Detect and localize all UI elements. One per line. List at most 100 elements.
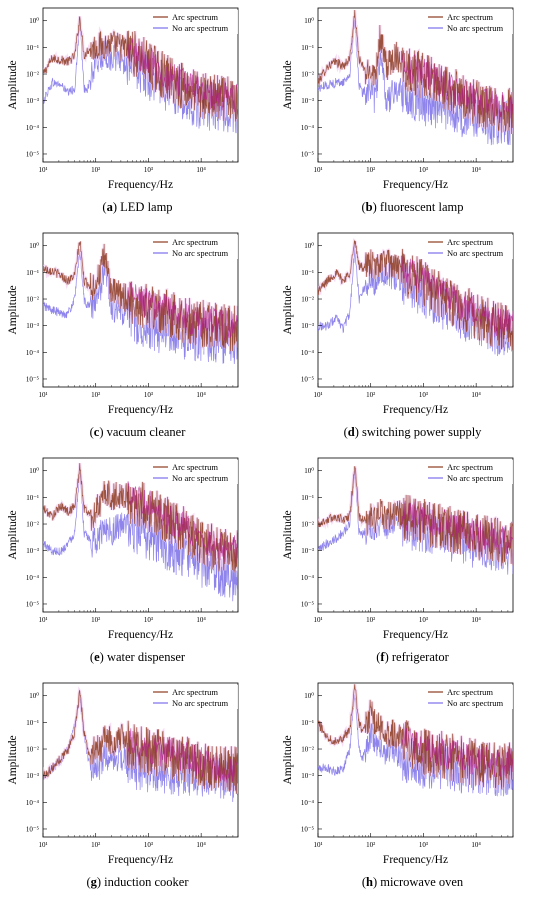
panel-caption-text: refrigerator <box>388 650 449 664</box>
panel-label: b <box>365 200 373 214</box>
y-axis-label: Amplitude <box>282 60 294 109</box>
panel-caption: (b) fluorescent lamp <box>361 200 464 214</box>
x-tick-label: 10¹ <box>38 391 47 399</box>
panel-label: f <box>380 650 385 664</box>
panel-label: h <box>365 875 373 889</box>
x-tick-label: 10⁴ <box>471 841 481 849</box>
x-axis-label: Frequency/Hz <box>383 179 448 191</box>
y-axis-label: Amplitude <box>7 510 19 559</box>
x-tick-label: 10³ <box>419 166 428 174</box>
y-tick-label: 10⁰ <box>304 17 314 25</box>
x-axis-label: Frequency/Hz <box>108 179 173 191</box>
y-tick-label: 10⁻¹ <box>301 494 314 502</box>
y-tick-label: 10⁻³ <box>301 547 314 555</box>
y-tick-label: 10⁻⁴ <box>26 349 40 357</box>
panel-label: c <box>93 425 100 439</box>
x-tick-label: 10⁴ <box>196 616 206 624</box>
x-tick-label: 10¹ <box>313 166 322 174</box>
y-tick-label: 10⁰ <box>304 242 314 250</box>
y-tick-label: 10⁻¹ <box>26 44 39 52</box>
y-tick-label: 10⁻² <box>26 71 39 79</box>
legend-entry: Arc spectrum <box>447 687 493 697</box>
chart-panel: 10¹ 10² 10³ 10⁴ 10⁰ 10⁻¹ 10⁻² 10⁻³ 10⁻⁴ 10⁻⁵ Frequ… <box>0 675 275 900</box>
y-axis-label: Amplitude <box>282 735 294 784</box>
panel-caption-text: induction cooker <box>101 875 189 889</box>
y-tick-label: 10⁻⁵ <box>26 375 40 383</box>
panel-caption: (c) vacuum cleaner <box>89 425 186 439</box>
y-tick-label: 10⁻⁵ <box>301 375 315 383</box>
arc-spectrum-line <box>318 240 513 351</box>
y-axis-label: Amplitude <box>7 60 19 109</box>
x-tick-label: 10³ <box>419 391 428 399</box>
x-tick-label: 10² <box>366 391 375 399</box>
x-axis-label: Frequency/Hz <box>108 854 173 866</box>
y-tick-label: 10⁻¹ <box>26 269 39 277</box>
panel-caption-text: vacuum cleaner <box>103 425 186 439</box>
y-tick-label: 10⁻³ <box>26 547 39 555</box>
spectrum-plot: 10¹ 10² 10³ 10⁴ 10⁰ 10⁻¹ 10⁻² 10⁻³ 10⁻⁴ 10⁻⁵ Frequ… <box>282 457 514 641</box>
x-tick-label: 10⁴ <box>196 166 206 174</box>
arc-spectrum-line <box>43 16 238 122</box>
overlap-spectrum-line <box>127 282 238 341</box>
panel-caption: (d) switching power supply <box>343 425 482 439</box>
overlap-spectrum-line <box>127 37 238 115</box>
y-tick-label: 10⁻² <box>301 521 314 529</box>
y-axis-label: Amplitude <box>7 285 19 334</box>
y-tick-label: 10⁻³ <box>26 772 39 780</box>
panel-caption: (a) LED lamp <box>102 200 173 214</box>
x-tick-label: 10² <box>91 616 100 624</box>
legend-entry: No arc spectrum <box>447 698 504 708</box>
x-axis-label: Frequency/Hz <box>108 629 173 641</box>
panel-caption-text: fluorescent lamp <box>376 200 464 214</box>
x-tick-label: 10³ <box>419 841 428 849</box>
y-tick-label: 10⁻¹ <box>301 269 314 277</box>
overlap-spectrum-line <box>402 500 513 556</box>
y-tick-label: 10⁻⁵ <box>301 600 315 608</box>
x-tick-label: 10³ <box>144 616 153 624</box>
panel-caption: (g) induction cooker <box>86 875 189 889</box>
y-tick-label: 10⁻¹ <box>26 719 39 727</box>
y-tick-label: 10⁻³ <box>26 322 39 330</box>
x-tick-label: 10³ <box>419 616 428 624</box>
x-tick-label: 10³ <box>144 391 153 399</box>
legend-entry: No arc spectrum <box>447 23 504 33</box>
legend-entry: No arc spectrum <box>447 473 504 483</box>
panel-label: d <box>347 425 355 439</box>
y-tick-label: 10⁰ <box>29 17 39 25</box>
overlap-spectrum-line <box>127 481 238 564</box>
panel-caption: (e) water dispenser <box>89 650 186 664</box>
y-tick-label: 10⁰ <box>304 467 314 475</box>
legend-entry: No arc spectrum <box>172 248 229 258</box>
overlap-spectrum-line <box>402 50 513 124</box>
legend-entry: Arc spectrum <box>447 462 493 472</box>
x-tick-label: 10¹ <box>313 616 322 624</box>
y-tick-label: 10⁻¹ <box>301 44 314 52</box>
x-tick-label: 10² <box>366 616 375 624</box>
chart-panel: 10¹ 10² 10³ 10⁴ 10⁰ 10⁻¹ 10⁻² 10⁻³ 10⁻⁴ 10⁻⁵ Frequ… <box>0 450 275 675</box>
legend-entry: Arc spectrum <box>172 687 218 697</box>
x-tick-label: 10⁴ <box>196 841 206 849</box>
y-tick-label: 10⁻² <box>301 71 314 79</box>
y-tick-label: 10⁰ <box>29 692 39 700</box>
x-tick-label: 10² <box>366 166 375 174</box>
spectrum-plot: 10¹ 10² 10³ 10⁴ 10⁰ 10⁻¹ 10⁻² 10⁻³ 10⁻⁴ 10⁻⁵ Frequ… <box>7 682 239 866</box>
y-tick-label: 10⁻² <box>301 296 314 304</box>
chart-panel: 10¹ 10² 10³ 10⁴ 10⁰ 10⁻¹ 10⁻² 10⁻³ 10⁻⁴ 10⁻⁵ Frequ… <box>275 675 550 900</box>
y-tick-label: 10⁻² <box>26 746 39 754</box>
x-tick-label: 10² <box>366 841 375 849</box>
x-tick-label: 10⁴ <box>471 391 481 399</box>
chart-panel: 10¹ 10² 10³ 10⁴ 10⁰ 10⁻¹ 10⁻² 10⁻³ 10⁻⁴ 10⁻⁵ Frequ… <box>275 0 550 225</box>
spectrum-plot: 10¹ 10² 10³ 10⁴ 10⁰ 10⁻¹ 10⁻² 10⁻³ 10⁻⁴ 10⁻⁵ Frequ… <box>282 7 514 191</box>
y-tick-label: 10⁻⁴ <box>26 799 40 807</box>
y-tick-label: 10⁻³ <box>26 97 39 105</box>
spectrum-plot: 10¹ 10² 10³ 10⁴ 10⁰ 10⁻¹ 10⁻² 10⁻³ 10⁻⁴ 10⁻⁵ Frequ… <box>282 232 514 416</box>
y-tick-label: 10⁻¹ <box>26 494 39 502</box>
overlap-spectrum-line <box>402 256 513 338</box>
x-tick-label: 10³ <box>144 166 153 174</box>
y-tick-label: 10⁻³ <box>301 97 314 105</box>
